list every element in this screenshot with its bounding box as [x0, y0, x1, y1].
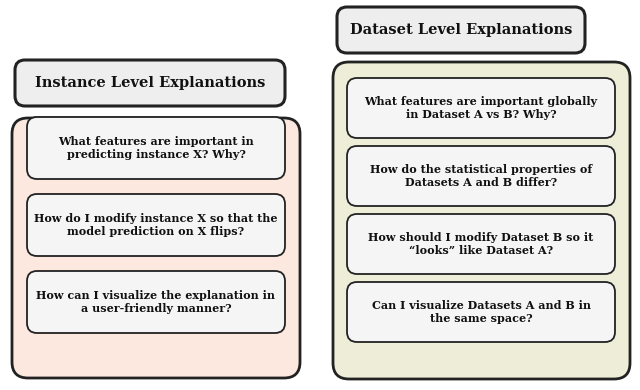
FancyBboxPatch shape	[15, 60, 285, 106]
FancyBboxPatch shape	[347, 282, 615, 342]
FancyBboxPatch shape	[347, 78, 615, 138]
FancyBboxPatch shape	[12, 118, 300, 378]
FancyBboxPatch shape	[27, 117, 285, 179]
Text: How should I modify Dataset B so it
“looks” like Dataset A?: How should I modify Dataset B so it “loo…	[369, 232, 594, 256]
FancyBboxPatch shape	[337, 7, 585, 53]
Text: How do the statistical properties of
Datasets A and B differ?: How do the statistical properties of Dat…	[370, 164, 592, 188]
FancyBboxPatch shape	[347, 214, 615, 274]
FancyBboxPatch shape	[27, 271, 285, 333]
FancyBboxPatch shape	[27, 194, 285, 256]
FancyBboxPatch shape	[347, 146, 615, 206]
Text: Dataset Level Explanations: Dataset Level Explanations	[350, 23, 572, 37]
Text: How do I modify instance X so that the
model prediction on X flips?: How do I modify instance X so that the m…	[35, 213, 278, 237]
Text: What features are important in
predicting instance X? Why?: What features are important in predictin…	[58, 136, 254, 160]
Text: What features are important globally
in Dataset A vs B? Why?: What features are important globally in …	[364, 96, 598, 120]
FancyBboxPatch shape	[333, 62, 630, 379]
Text: Instance Level Explanations: Instance Level Explanations	[35, 76, 265, 90]
Text: How can I visualize the explanation in
a user-friendly manner?: How can I visualize the explanation in a…	[36, 290, 275, 314]
Text: Can I visualize Datasets A and B in
the same space?: Can I visualize Datasets A and B in the …	[371, 300, 591, 324]
